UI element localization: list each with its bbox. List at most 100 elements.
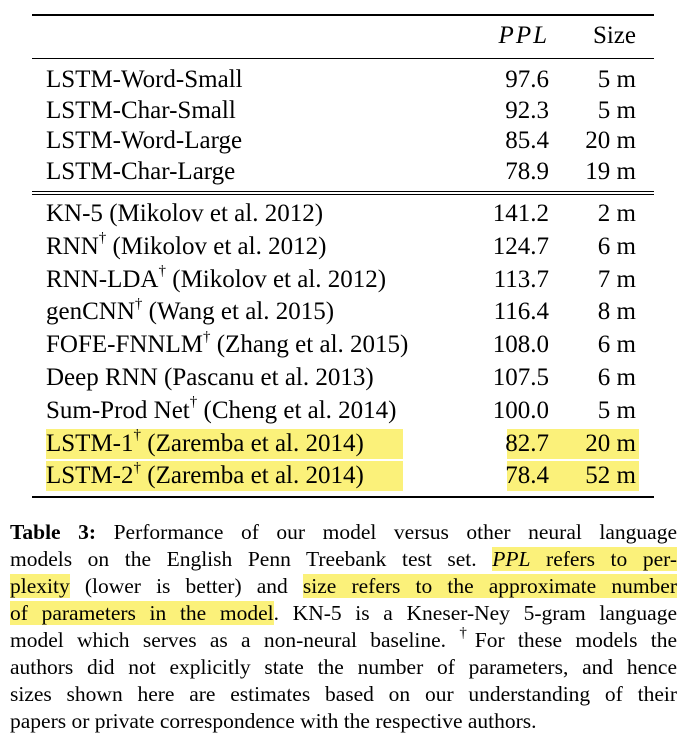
table-row: RNN-LDA† (Mikolov et al. 2012) 113.7 7 m xyxy=(32,264,654,295)
cell-ppl: 116.4 xyxy=(493,298,549,326)
model-name: RNN-LDA xyxy=(46,265,159,293)
model-name: LSTM-1 xyxy=(46,429,134,457)
row-highlight xyxy=(46,461,403,492)
citation: (Pascanu et al. 2013) xyxy=(157,364,374,391)
citation: (Wang et al. 2015) xyxy=(142,298,335,326)
caption-text: models on the English Penn Treebank test… xyxy=(10,547,493,571)
cell-model: LSTM-2† (Zaremba et al. 2014) xyxy=(46,460,364,491)
table-row: LSTM-Word-Small 97.6 5 m xyxy=(32,64,654,95)
citation: (Cheng et al. 2014) xyxy=(197,396,397,424)
caption-line: sizes shown here are estimates based on … xyxy=(10,681,677,708)
caption-text: Performance of our model versus other ne… xyxy=(96,520,677,544)
model-name: Deep RNN xyxy=(46,364,158,391)
model-name: LSTM-Word-Large xyxy=(46,127,243,154)
cell-size: 5 m xyxy=(597,66,636,93)
caption-text: . KN-5 is a Kneser-Ney 5-gram language xyxy=(273,601,677,625)
cell-model: LSTM-Word-Large xyxy=(46,125,242,156)
cell-size: 20 m xyxy=(585,127,636,154)
table-row: Deep RNN (Pascanu et al. 2013) 107.5 6 m xyxy=(32,362,654,393)
cell-size: 8 m xyxy=(597,298,636,326)
caption-line: model which serves as a non-neural basel… xyxy=(10,624,677,654)
model-name: genCNN xyxy=(46,298,135,326)
row-highlight xyxy=(507,428,639,459)
cell-model: RNN-LDA† (Mikolov et al. 2012) xyxy=(46,264,386,295)
dagger-mark: † xyxy=(133,427,142,444)
caption-line: models on the English Penn Treebank test… xyxy=(10,546,677,573)
caption-text: PPL xyxy=(492,547,531,571)
dagger-mark: † xyxy=(133,460,142,477)
table-row: genCNN† (Wang et al. 2015) 116.4 8 m xyxy=(32,296,654,327)
cell-size: 6 m xyxy=(597,232,636,260)
header-rule xyxy=(32,58,654,59)
table-row: LSTM-Char-Small 92.3 5 m xyxy=(32,95,654,126)
cell-ppl: 78.9 xyxy=(505,157,549,185)
cell-size: 7 m xyxy=(597,265,636,293)
citation: (Zaremba et al. 2014) xyxy=(141,462,364,490)
dagger-mark: † xyxy=(459,624,475,641)
cell-ppl: 108.0 xyxy=(492,331,549,359)
caption-text: authors did not explicitly state the num… xyxy=(10,655,677,679)
cell-ppl: 97.6 xyxy=(505,66,549,93)
model-name: FOFE-FNNLM xyxy=(46,331,203,359)
top-rule xyxy=(32,14,654,16)
caption-line: of parameters in the model. KN-5 is a Kn… xyxy=(10,600,677,627)
table-caption: Table 3: Performance of our model versus… xyxy=(10,519,677,735)
cell-model: LSTM-Char-Large xyxy=(46,156,235,187)
row-highlight xyxy=(507,461,639,492)
citation: (Mikolov et al. 2012) xyxy=(106,232,327,260)
dagger-mark: † xyxy=(158,263,167,280)
cell-size: 2 m xyxy=(597,200,636,227)
caption-text: size refers to the approximate number xyxy=(302,574,677,598)
cell-model: LSTM-1† (Zaremba et al. 2014) xyxy=(46,428,364,459)
cell-ppl: 82.7 xyxy=(505,429,549,457)
cell-ppl: 141.2 xyxy=(492,200,549,227)
bottom-rule xyxy=(32,496,654,498)
caption-text: plexity xyxy=(10,574,70,598)
model-name: LSTM-Char-Small xyxy=(46,96,236,124)
group-separator-rule-2 xyxy=(32,194,654,195)
cell-size: 20 m xyxy=(585,429,636,457)
group-separator-rule xyxy=(32,191,654,192)
cell-size: 6 m xyxy=(597,331,636,359)
caption-text: papers or private correspondence with th… xyxy=(10,709,537,733)
caption-text: sizes shown here are estimates based on … xyxy=(10,682,677,706)
caption-text: refers to per- xyxy=(530,547,677,571)
dagger-mark: † xyxy=(189,394,198,411)
caption-text: model which serves as a non-neural basel… xyxy=(10,628,460,652)
cell-ppl: 85.4 xyxy=(505,127,549,154)
caption-text: For these models the xyxy=(474,628,677,652)
cell-model: LSTM-Word-Small xyxy=(46,64,243,95)
cell-ppl: 78.4 xyxy=(505,462,549,490)
caption-line: Table 3: Performance of our model versus… xyxy=(10,519,677,546)
table-row: LSTM-Char-Large 78.9 19 m xyxy=(32,156,654,187)
caption-text: (lower is better) and xyxy=(69,574,303,598)
model-name: RNN xyxy=(46,232,99,260)
cell-ppl: 124.7 xyxy=(492,232,549,260)
cell-size: 5 m xyxy=(597,396,636,424)
table-row: LSTM-2† (Zaremba et al. 2014) 78.4 52 m xyxy=(32,460,654,492)
dagger-mark: † xyxy=(134,296,143,313)
cell-ppl: 92.3 xyxy=(505,96,549,124)
cell-model: KN-5 (Mikolov et al. 2012) xyxy=(46,198,323,229)
dagger-mark: † xyxy=(202,328,211,345)
cell-ppl: 100.0 xyxy=(492,396,549,424)
caption-line: authors did not explicitly state the num… xyxy=(10,654,677,681)
cell-size: 19 m xyxy=(585,157,636,185)
dagger-mark: † xyxy=(98,230,107,247)
row-highlight xyxy=(46,428,403,459)
citation: (Mikolov et al. 2012) xyxy=(166,265,387,293)
cell-model: LSTM-Char-Small xyxy=(46,95,236,126)
caption-line: plexity (lower is better) and size refer… xyxy=(10,573,677,600)
table-row: LSTM-1† (Zaremba et al. 2014) 82.7 20 m xyxy=(32,428,654,459)
cell-model: genCNN† (Wang et al. 2015) xyxy=(46,296,334,327)
cell-ppl: 113.7 xyxy=(493,265,549,293)
cell-model: Sum-Prod Net† (Cheng et al. 2014) xyxy=(46,395,397,426)
table-row: FOFE-FNNLM† (Zhang et al. 2015) 108.0 6 m xyxy=(32,329,654,360)
cell-ppl: 107.5 xyxy=(492,364,549,391)
table-row: RNN† (Mikolov et al. 2012) 124.7 6 m xyxy=(32,231,654,262)
model-name: KN-5 xyxy=(46,200,103,227)
model-name: LSTM-Word-Small xyxy=(46,66,243,93)
table-row: LSTM-Word-Large 85.4 20 m xyxy=(32,125,654,156)
caption-label: Table 3: xyxy=(10,520,97,544)
table-row: KN-5 (Mikolov et al. 2012) 141.2 2 m xyxy=(32,198,654,229)
